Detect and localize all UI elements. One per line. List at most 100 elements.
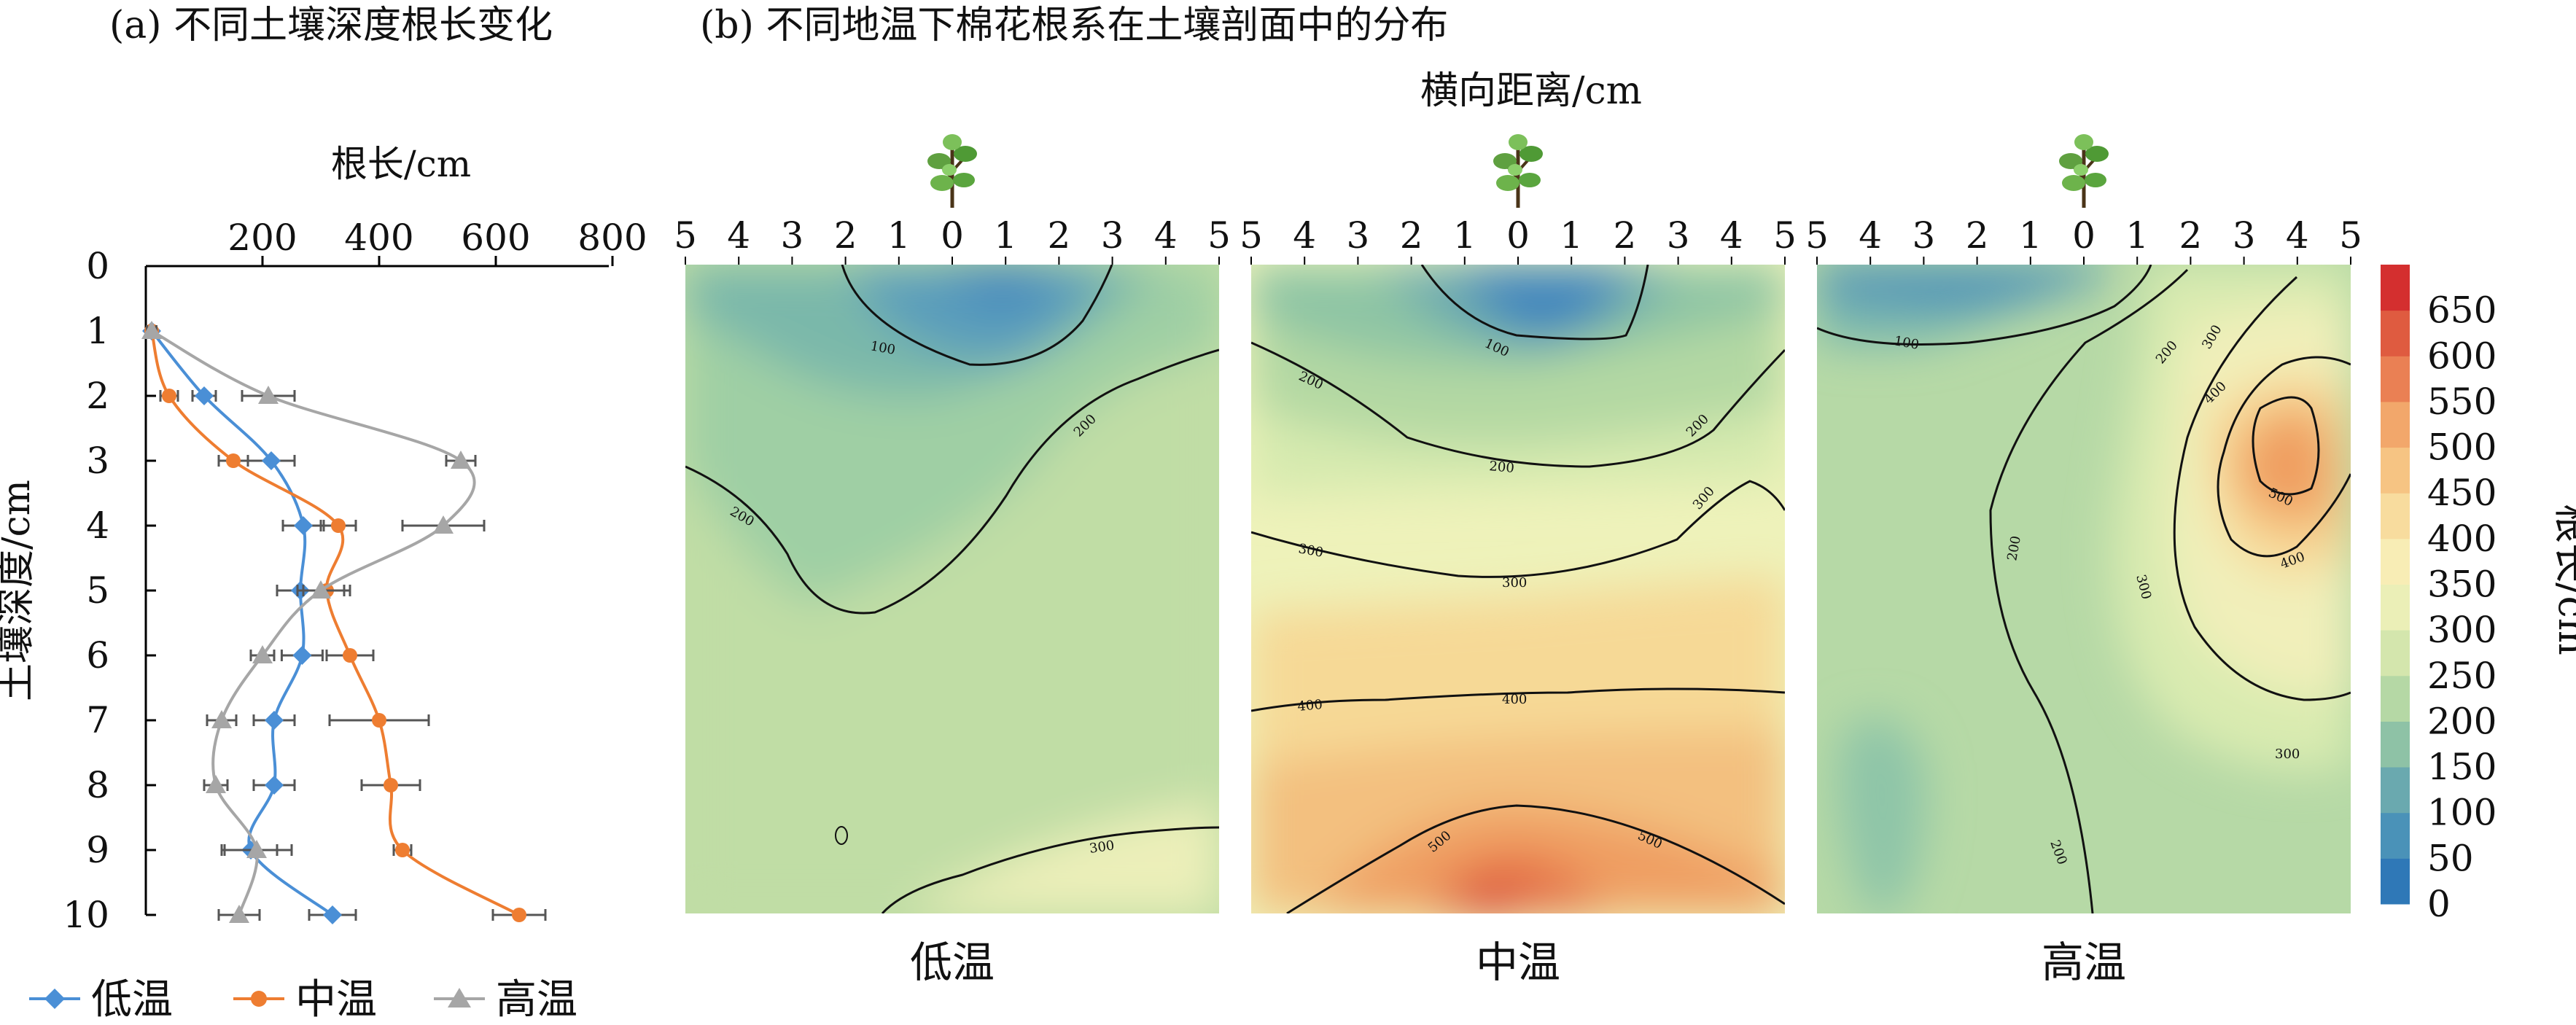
triangle-marker-icon <box>448 988 471 1008</box>
colorbar-tick-label: 100 <box>2427 792 2497 834</box>
panel-a-y-tick-label: 0 <box>86 245 109 287</box>
colorbar-swatch <box>2381 538 2410 585</box>
panel-b-x-tick-label: 3 <box>1346 214 1369 257</box>
panel-a-x-tick-label: 800 <box>577 217 647 259</box>
panel-a-y-tick-label: 10 <box>63 894 109 936</box>
data-point <box>323 905 342 924</box>
panel-b-x-tick-label: 4 <box>2286 214 2309 257</box>
legend-label-high: 高温 <box>496 976 577 1024</box>
data-point <box>292 646 312 665</box>
data-point <box>162 389 176 403</box>
panel-b-x-tick-label: 5 <box>1805 214 1829 257</box>
colorbar-tick-label: 550 <box>2427 381 2497 423</box>
subplot-label-high: 高温 <box>2042 938 2126 987</box>
panel-a-y-tick-label: 8 <box>86 764 109 806</box>
data-point <box>384 778 398 792</box>
colorbar-swatch <box>2381 858 2410 905</box>
panel-b-title: (b) 不同地温下棉花根系在土壤剖面中的分布 <box>700 4 1448 47</box>
panel-a-y-tick-label: 6 <box>86 634 109 677</box>
contour-label: 300 <box>1089 838 1116 857</box>
colorbar-swatch <box>2381 265 2410 311</box>
colorbar-swatch <box>2381 401 2410 448</box>
panel-b-x-tick-label: 5 <box>2339 214 2362 257</box>
data-point <box>395 843 410 857</box>
colorbar-tick-label: 650 <box>2427 289 2497 332</box>
colorbar-tick-label: 50 <box>2427 837 2474 879</box>
colorbar-tick-label: 0 <box>2427 883 2451 925</box>
panel-b-x-tick-label: 3 <box>1667 214 1690 257</box>
colorbar-swatch <box>2381 630 2410 677</box>
panel-b-x-tick-label: 4 <box>727 214 750 257</box>
circle-marker-icon <box>251 991 267 1007</box>
colorbar-tick-label: 350 <box>2427 564 2497 606</box>
colorbar-swatch <box>2381 721 2410 768</box>
data-point <box>512 908 526 922</box>
panel-b-x-tick-label: 0 <box>2072 214 2096 257</box>
data-point <box>372 713 386 728</box>
legend: 低温 中温 高温 <box>29 976 577 1024</box>
panel-b-x-tick-label: 4 <box>1293 214 1316 257</box>
data-point <box>141 321 162 339</box>
contour-label: 300 <box>2275 747 2300 762</box>
data-point <box>433 515 454 534</box>
colorbar-tick-label: 450 <box>2427 472 2497 514</box>
data-point <box>265 711 284 730</box>
data-point <box>294 516 313 535</box>
data-point <box>229 905 249 923</box>
cotton-plant-icon <box>2059 134 2109 208</box>
panel-b-x-tick-label: 1 <box>994 214 1017 257</box>
panel-b-x-tick-label: 2 <box>1400 214 1423 257</box>
colorbar-tick-label: 600 <box>2427 335 2497 377</box>
data-point <box>246 840 267 858</box>
panel-b-x-tick-label: 4 <box>1154 214 1178 257</box>
data-point <box>206 775 226 793</box>
panel-a-y-tick-label: 7 <box>86 699 109 741</box>
panel-b-x-tick-label: 1 <box>2125 214 2149 257</box>
panel-a-y-axis-label: 土壤深度/cm <box>0 480 39 701</box>
data-point <box>226 453 241 468</box>
heatmap-low <box>685 265 1219 913</box>
cotton-plant-icon <box>1493 134 1543 208</box>
series-mid <box>144 324 547 922</box>
cotton-plant-icon <box>927 134 977 208</box>
colorbar-swatch <box>2381 812 2410 859</box>
colorbar: 050100150200250300350400450500550600650 … <box>2381 265 2576 925</box>
colorbar-swatch <box>2381 356 2410 402</box>
heatmap-high <box>1817 265 2351 913</box>
panel-b-x-tick-label: 5 <box>674 214 697 257</box>
contour-label: 300 <box>1502 575 1527 591</box>
contour-label: 400 <box>1297 697 1323 714</box>
panel-a-line-chart: 根长/cm 200 400 600 800 0 1 2 3 4 5 6 7 8 9 10 土壤深度/cm <box>0 143 647 936</box>
data-point <box>265 776 284 795</box>
panel-b-x-tick-label: 2 <box>1613 214 1636 257</box>
panel-a-y-tick-label: 3 <box>86 440 109 482</box>
panel-b-x-tick-label: 1 <box>887 214 911 257</box>
legend-item-high: 高温 <box>434 976 577 1024</box>
series-line <box>150 330 334 916</box>
panel-b-x-tick-label: 3 <box>1101 214 1124 257</box>
panel-a-y-tick-label: 9 <box>86 829 109 871</box>
data-point <box>211 710 232 728</box>
panel-b-x-tick-label: 2 <box>834 214 857 257</box>
colorbar-swatch <box>2381 675 2410 722</box>
data-point <box>195 386 214 405</box>
panel-a-y-tick-label: 1 <box>86 310 109 352</box>
colorbar-tick-label: 400 <box>2427 518 2497 560</box>
panel-b-x-tick-label: 4 <box>1859 214 1882 257</box>
panel-a-x-tick-label: 400 <box>344 217 413 259</box>
panel-a-y-tick-label: 2 <box>86 375 109 417</box>
series-high <box>141 321 486 923</box>
legend-item-low: 低温 <box>29 976 173 1024</box>
series-line <box>151 330 476 916</box>
panel-b-x-tick-label: 2 <box>1966 214 1989 257</box>
colorbar-tick-label: 150 <box>2427 746 2497 788</box>
data-point <box>262 451 281 470</box>
data-point <box>311 580 331 599</box>
legend-item-mid: 中温 <box>233 976 377 1024</box>
panel-b-x-tick-label: 1 <box>1453 214 1476 257</box>
legend-label-mid: 中温 <box>295 976 377 1024</box>
panel-a-y-tick-label: 5 <box>86 569 109 612</box>
data-point <box>343 648 357 663</box>
panel-a-title: (a) 不同土壤深度根长变化 <box>109 4 553 47</box>
colorbar-tick-label: 500 <box>2427 426 2497 469</box>
